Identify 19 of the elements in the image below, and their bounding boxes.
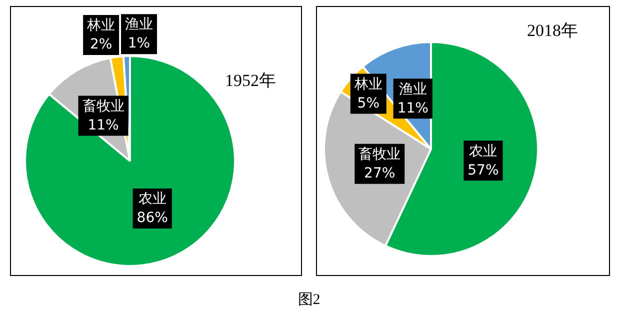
slice-label: 林业 [86,18,116,34]
slice-label: 渔业 [125,16,154,33]
text: 1952年 [225,70,276,92]
slice-label: 渔业 [398,81,427,98]
slice-label: 林业 [353,76,382,92]
slice-label: 农业 [138,191,166,208]
data-label: 27% [364,166,396,182]
slice-label: 畜牧业 [82,97,124,114]
caption: 图2 [296,291,322,309]
data-label: 5% [357,95,380,112]
data-label: 86% [136,210,168,226]
data-label: 1% [128,36,150,52]
slice-label: 畜牧业 [358,146,401,163]
chart-title: 2018年 [527,20,578,42]
data-label: 11% [397,100,428,116]
data-label: 2% [90,36,112,53]
data-label: 57% [468,162,499,178]
data-label: 11% [88,117,119,134]
slice-label: 农业 [469,143,498,160]
